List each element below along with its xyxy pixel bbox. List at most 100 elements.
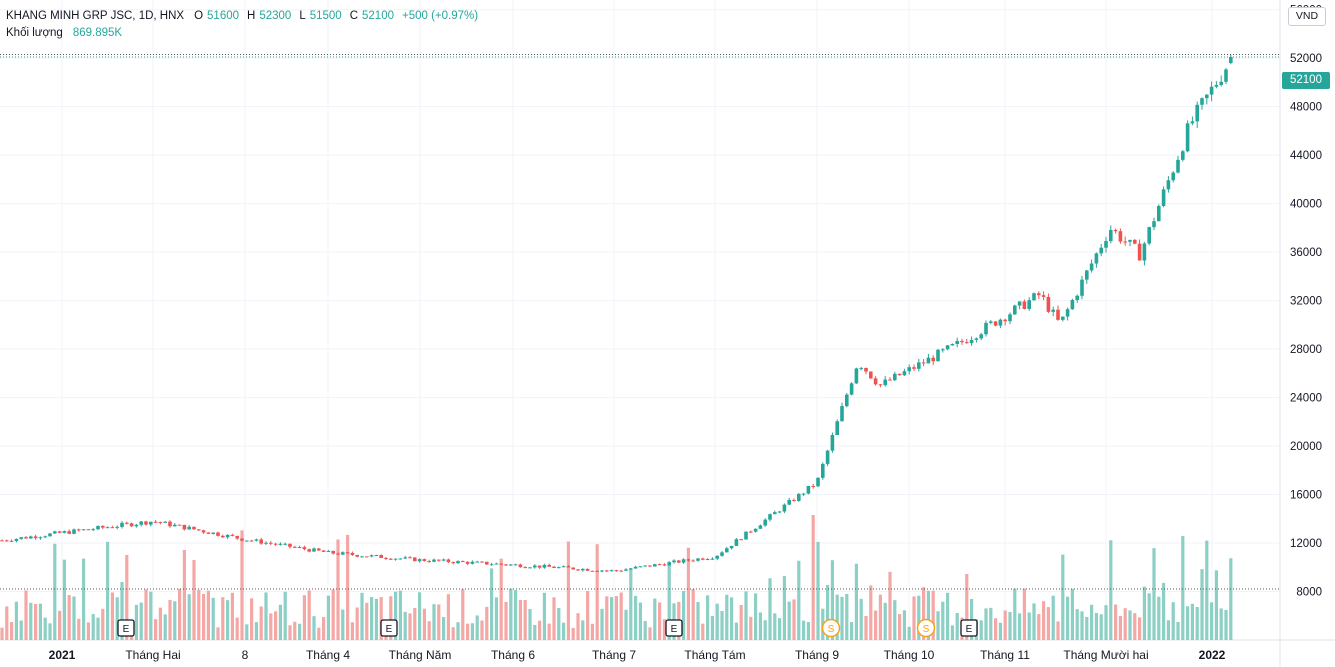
volume-bar — [1114, 604, 1118, 640]
volume-bar — [1042, 601, 1046, 640]
volume-bar — [274, 611, 278, 640]
volume-bar — [797, 560, 801, 640]
candle-body — [720, 552, 724, 556]
candle-body — [1003, 319, 1007, 322]
candle-body — [312, 548, 316, 552]
candle-body — [432, 559, 436, 562]
candle-body — [729, 545, 734, 549]
candle-body — [600, 570, 604, 572]
candle-body — [245, 540, 249, 542]
candle-body — [1080, 279, 1084, 296]
volume-bar — [845, 594, 849, 640]
candle-body — [533, 565, 537, 568]
volume-bar — [696, 602, 700, 640]
volume-bar — [605, 596, 609, 640]
x-tick-label: Tháng 4 — [306, 648, 350, 662]
candle-body — [1061, 316, 1065, 320]
candle-body — [1229, 56, 1233, 64]
volume-bar — [1200, 569, 1204, 640]
volume-bar — [365, 602, 369, 640]
candle-body — [197, 529, 201, 531]
volume-bar — [1118, 615, 1122, 640]
volume-bar — [1138, 617, 1142, 640]
volume-bar — [322, 617, 326, 640]
volume-bar — [451, 627, 455, 640]
candle-body — [672, 560, 676, 563]
volume-bar — [1090, 604, 1094, 640]
volume-bar — [1162, 582, 1166, 640]
candle-body — [585, 568, 590, 571]
volume-bar — [638, 602, 642, 640]
volume-bar — [1032, 603, 1036, 640]
volume-bar — [422, 608, 426, 640]
candle-body — [806, 485, 811, 494]
volume-bar — [1003, 610, 1007, 640]
currency-button[interactable]: VND — [1288, 7, 1326, 26]
x-tick-label: Tháng Hai — [125, 648, 180, 662]
volume-bar — [245, 624, 249, 640]
earnings-event-icon[interactable] — [380, 619, 398, 637]
volume-bar — [576, 613, 580, 640]
volume-bar — [82, 558, 86, 640]
candle-body — [681, 559, 686, 563]
candle-body — [797, 493, 801, 501]
candle-body — [182, 524, 187, 530]
candle-body — [499, 563, 503, 565]
volume-bar — [374, 598, 378, 640]
earnings-event-icon[interactable] — [117, 619, 135, 637]
volume-bar — [211, 597, 215, 640]
candle-body — [19, 537, 23, 539]
candle-body — [427, 561, 431, 563]
volume-bar — [701, 623, 705, 640]
volume-bar — [312, 616, 316, 640]
candle-body — [605, 570, 609, 572]
candle-body — [1046, 296, 1051, 312]
candle-body — [1205, 94, 1209, 99]
candle-body — [705, 559, 710, 561]
volume-bar — [1085, 616, 1089, 640]
candle-body — [811, 485, 815, 487]
candle-body — [1200, 98, 1204, 105]
candle-body — [835, 421, 839, 436]
volume-bar — [96, 617, 100, 640]
volume-bar — [413, 607, 417, 640]
volume-bar — [230, 592, 234, 640]
volume-bar — [307, 590, 311, 640]
volume-bar — [485, 606, 489, 640]
candle-body — [62, 531, 67, 533]
candle-body — [749, 531, 753, 533]
candle-body — [941, 349, 945, 351]
candle-body — [355, 554, 359, 557]
volume-bar — [994, 618, 998, 640]
candle-body — [902, 371, 907, 376]
volume-bar — [749, 616, 753, 640]
volume-bar — [250, 598, 254, 640]
close-value: 52100 — [362, 10, 394, 22]
earnings-event-icon[interactable] — [665, 619, 683, 637]
y-tick-label: 36000 — [1290, 247, 1322, 259]
volume-bar — [1210, 602, 1214, 640]
candle-body — [1214, 84, 1219, 87]
volume-bar — [0, 627, 4, 640]
candle-body — [878, 384, 883, 386]
candle-body — [115, 526, 119, 528]
candle-body — [1195, 104, 1199, 122]
volume-bar — [792, 599, 796, 640]
volume-bar — [1075, 609, 1079, 640]
volume-bar — [600, 608, 604, 640]
split-event-icon[interactable] — [821, 618, 841, 638]
candle-body — [657, 564, 662, 566]
volume-bar — [101, 608, 105, 640]
volume-bar — [941, 601, 945, 640]
volume-bar — [571, 627, 575, 640]
volume-bar — [682, 590, 686, 640]
candle-body — [264, 542, 268, 544]
volume-bar — [581, 620, 585, 640]
volume-bar — [869, 585, 873, 640]
volume-bar — [979, 620, 983, 640]
split-event-icon[interactable] — [916, 618, 936, 638]
volume-value: 869.895K — [72, 27, 123, 39]
earnings-event-icon[interactable] — [960, 619, 978, 637]
candle-body — [725, 548, 729, 553]
